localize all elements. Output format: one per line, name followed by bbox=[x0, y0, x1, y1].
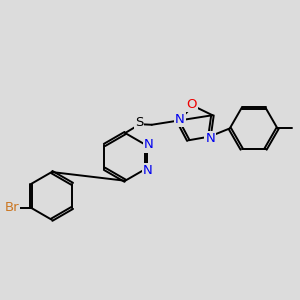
Text: N: N bbox=[144, 139, 153, 152]
Text: N: N bbox=[206, 132, 215, 146]
Text: N: N bbox=[143, 164, 152, 177]
Text: N: N bbox=[175, 113, 185, 126]
Text: Br: Br bbox=[4, 201, 19, 214]
Text: S: S bbox=[135, 116, 143, 129]
Text: O: O bbox=[186, 98, 196, 111]
